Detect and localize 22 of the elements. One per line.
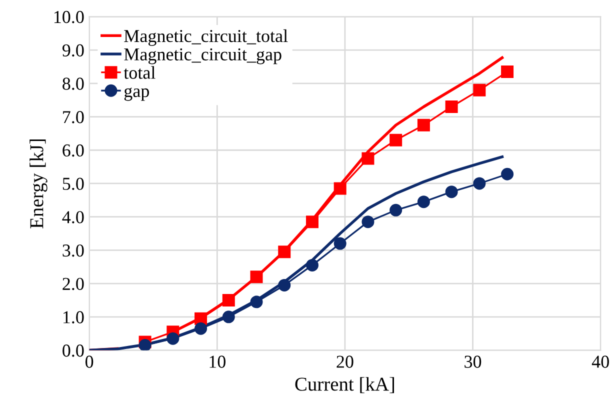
x-axis-title: Current [kA] [295, 377, 394, 394]
x-tick-label: 30 [464, 356, 482, 368]
y-tick-label: 7.0 [63, 111, 84, 124]
y-tick-label: 3.0 [62, 244, 84, 257]
y-tick-label: 1.0 [63, 311, 84, 324]
y-tick-label: 4.0 [62, 211, 84, 224]
legend-label: gap [124, 88, 149, 101]
x-tick-label: 20 [336, 356, 354, 368]
x-tick-label: 40 [592, 356, 609, 368]
x-tick-label: 10 [210, 356, 226, 368]
legend-label: Magnetic_circuit_total [124, 29, 288, 46]
y-tick-label: 9.0 [62, 44, 84, 57]
y-tick-label: 5.0 [62, 178, 84, 190]
y-axis-title: Energy [kJ] [30, 139, 48, 228]
legend-label: total [124, 66, 156, 79]
y-tick-label: 8.0 [62, 78, 84, 90]
y-tick-label: 0.0 [62, 344, 84, 357]
y-tick-label: 10.0 [54, 10, 84, 24]
legend-label: Magnetic_circuit_gap [124, 48, 282, 64]
x-tick-label: 0 [85, 356, 94, 368]
y-tick-label: 6.0 [62, 144, 84, 157]
y-tick-label: 2.0 [62, 278, 84, 290]
